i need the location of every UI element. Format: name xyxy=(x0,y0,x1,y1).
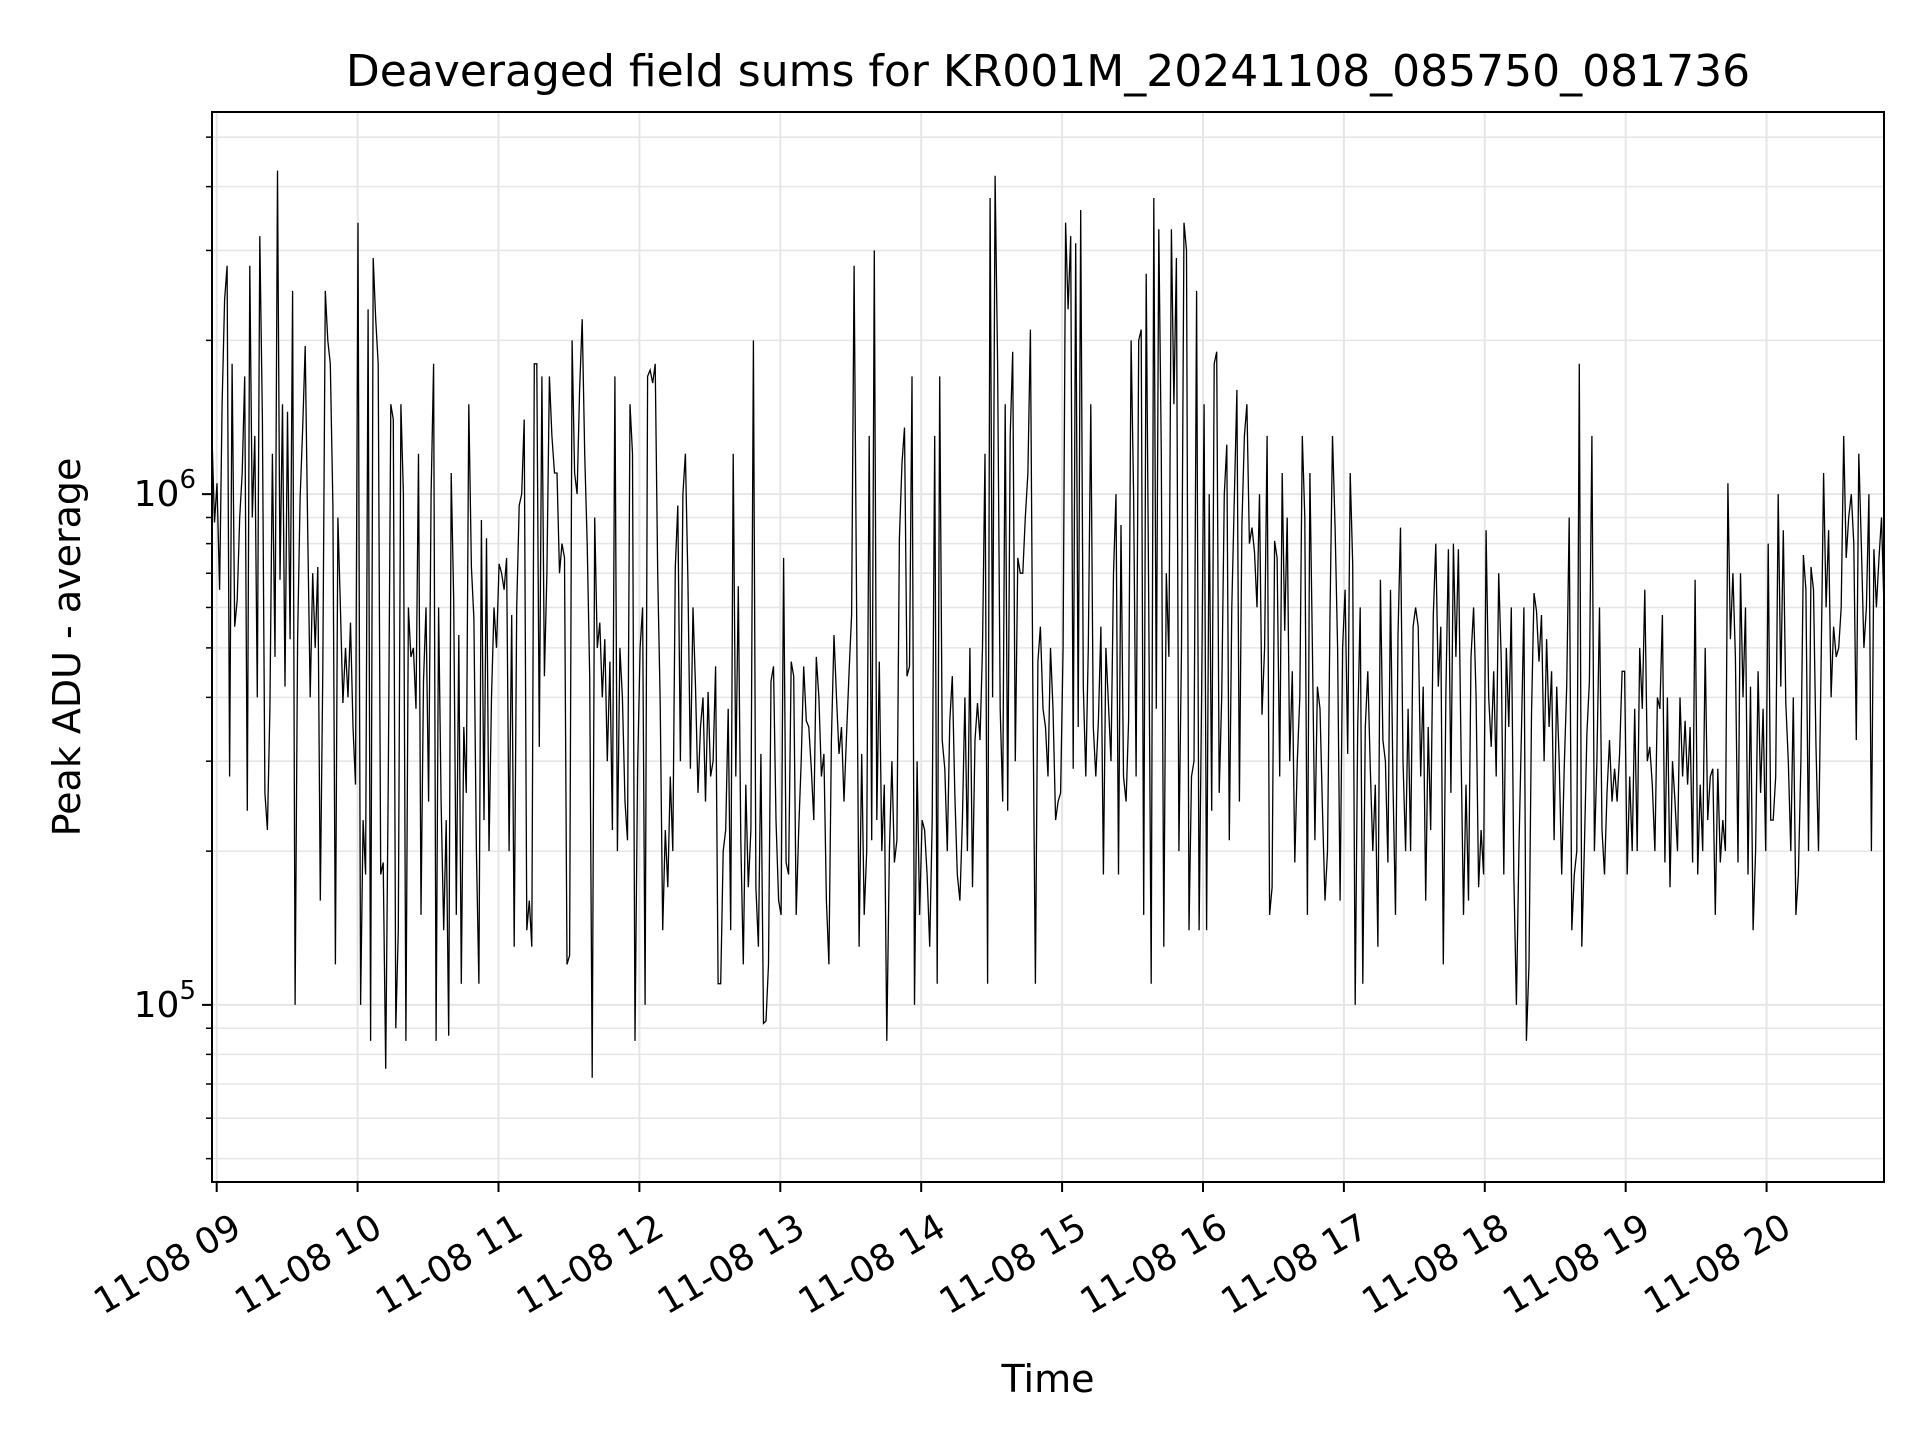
x-tick-label: 11-08 17 xyxy=(1215,1206,1376,1322)
x-tick-label: 11-08 18 xyxy=(1355,1206,1516,1322)
y-tick-label: 106 xyxy=(134,465,196,515)
x-tick-label: 11-08 20 xyxy=(1637,1206,1798,1322)
y-axis-label: Peak ADU - average xyxy=(45,458,89,837)
y-tick-exponent: 6 xyxy=(179,465,196,495)
x-tick-label: 11-08 16 xyxy=(1074,1206,1235,1322)
y-tick-label: 105 xyxy=(134,976,196,1026)
x-tick-label: 11-08 10 xyxy=(228,1206,389,1322)
x-tick-label: 11-08 09 xyxy=(87,1206,248,1322)
series-line xyxy=(211,170,1885,1078)
x-axis-label: Time xyxy=(1001,1357,1095,1401)
plot-frame xyxy=(211,111,1885,1183)
x-tick-label: 11-08 15 xyxy=(933,1206,1094,1322)
x-tick-label: 11-08 12 xyxy=(510,1206,671,1322)
series-layer xyxy=(211,170,1885,1078)
chart-title: Deaveraged field sums for KR001M_2024110… xyxy=(346,46,1750,97)
y-tick-base: 10 xyxy=(134,985,180,1026)
y-tick-base: 10 xyxy=(134,474,180,515)
grid xyxy=(212,112,1884,1182)
x-tick-label: 11-08 11 xyxy=(369,1206,530,1322)
x-tick-label: 11-08 13 xyxy=(651,1206,812,1322)
x-tick-label: 11-08 19 xyxy=(1496,1206,1657,1322)
x-tick-label: 11-08 14 xyxy=(792,1206,953,1322)
y-tick-exponent: 5 xyxy=(179,976,196,1006)
